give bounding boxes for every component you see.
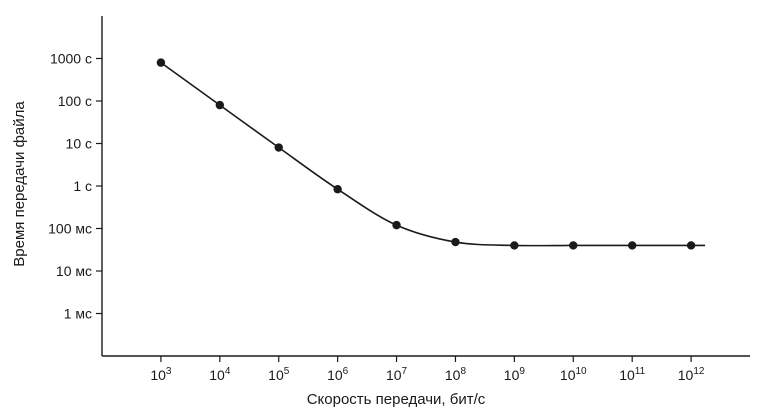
x-tick-label: 108 bbox=[445, 366, 467, 383]
data-point bbox=[569, 241, 578, 250]
x-tick-label: 107 bbox=[386, 366, 408, 383]
labels-layer: 1000 с 100 с 10 с 1 с 100 мс 10 мс 1 мс 103 104 1… bbox=[11, 51, 705, 409]
data-point bbox=[215, 100, 225, 110]
data-point bbox=[156, 58, 166, 67]
data-point bbox=[686, 241, 696, 250]
data-point bbox=[451, 237, 460, 247]
y-axis-title: Время передачи файла bbox=[11, 101, 28, 267]
y-tick-label: 1 с bbox=[73, 178, 92, 194]
data-point bbox=[392, 220, 401, 230]
data-point bbox=[333, 185, 342, 194]
y-tick-label: 10 с bbox=[66, 136, 92, 152]
x-tick-label: 103 bbox=[150, 366, 172, 383]
data-point bbox=[510, 241, 519, 250]
x-tick-label: 1012 bbox=[678, 366, 705, 383]
x-tick-label: 105 bbox=[268, 366, 290, 383]
y-tick-label: 1 мс bbox=[64, 306, 92, 322]
series-layer bbox=[160, 61, 706, 247]
series-line bbox=[160, 61, 706, 247]
x-tick-label: 1011 bbox=[619, 366, 645, 383]
y-tick-label: 100 мс bbox=[48, 221, 92, 237]
x-tick-label: 106 bbox=[327, 366, 349, 383]
x-tick-label: 1010 bbox=[560, 366, 587, 383]
y-tick-label: 1000 с bbox=[50, 51, 92, 67]
markers-layer bbox=[156, 58, 696, 250]
y-tick-label: 100 с bbox=[58, 93, 92, 109]
y-tick-label: 10 мс bbox=[56, 263, 92, 279]
data-point bbox=[274, 143, 283, 152]
x-axis-title: Скорость передачи, бит/с bbox=[307, 391, 486, 408]
x-tick-label: 109 bbox=[504, 366, 526, 383]
x-tick-label: 104 bbox=[209, 366, 231, 383]
axes bbox=[96, 16, 750, 362]
data-point bbox=[627, 241, 637, 250]
